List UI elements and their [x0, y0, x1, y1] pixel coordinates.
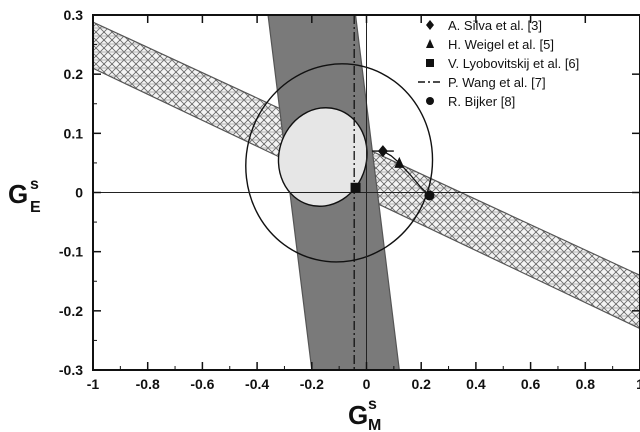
- legend-item: P. Wang et al. [7]: [418, 75, 546, 90]
- points-layer: [350, 145, 435, 201]
- data-point-square: [350, 182, 361, 193]
- y-tick-label: 0.3: [64, 7, 84, 23]
- x-axis-title: G s M: [348, 396, 381, 432]
- legend-label: A. Silva et al. [3]: [448, 18, 542, 33]
- x-tick-label: -1: [87, 376, 100, 392]
- svg-text:G: G: [8, 179, 28, 209]
- zero-lines: [93, 15, 640, 370]
- x-tick-label: 0.4: [466, 376, 486, 392]
- x-axis-title-sub: M: [368, 417, 381, 432]
- outer-ellipse: [245, 63, 434, 263]
- legend-item: A. Silva et al. [3]: [426, 18, 542, 33]
- y-tick-label: 0: [75, 185, 83, 201]
- legend-marker-diamond: [426, 20, 434, 30]
- legend-marker-triangle: [426, 39, 434, 48]
- y-tick-label: -0.3: [59, 362, 83, 378]
- legend-label: V. Lyobovitskij et al. [6]: [448, 56, 579, 71]
- x-tick-label: 0: [363, 376, 371, 392]
- x-axis-title-main: G: [348, 400, 368, 430]
- x-tick-label: -0.2: [300, 376, 324, 392]
- x-tick-label: 0.6: [521, 376, 541, 392]
- legend-label: R. Bijker [8]: [448, 94, 515, 109]
- y-axis-title: G s E: [8, 176, 41, 216]
- legend-item: H. Weigel et al. [5]: [426, 37, 554, 52]
- data-point-circle: [424, 190, 435, 201]
- data-point-diamond: [377, 145, 388, 158]
- legend-marker-square: [426, 59, 434, 67]
- legend-item: V. Lyobovitskij et al. [6]: [426, 56, 579, 71]
- legend: A. Silva et al. [3] H. Weigel et al. [5] V…: [418, 18, 579, 109]
- legend-marker-circle: [426, 97, 434, 105]
- x-tick-label: 1: [636, 376, 640, 392]
- x-axis-title-sup: s: [368, 396, 377, 413]
- y-tick-label: 0.2: [64, 66, 84, 82]
- y-tick-label: 0.1: [64, 125, 84, 141]
- y-axis-title-main: G: [8, 179, 28, 209]
- x-ticks: -1 -0.8 -0.6 -0.4 -0.2 0 0.2 0.4 0.6 0.8 1: [87, 15, 640, 392]
- y-tick-label: -0.1: [59, 244, 83, 260]
- x-tick-label: -0.6: [190, 376, 214, 392]
- x-tick-label: 0.2: [411, 376, 431, 392]
- legend-item: R. Bijker [8]: [426, 94, 515, 109]
- y-tick-label: -0.2: [59, 303, 83, 319]
- x-tick-label: -0.4: [245, 376, 269, 392]
- ellipse-layer: [245, 63, 434, 263]
- y-ticks: 0.3 0.2 0.1 0 -0.1 -0.2 -0.3: [59, 7, 640, 378]
- y-axis-title-sup: s: [30, 176, 39, 193]
- legend-label: H. Weigel et al. [5]: [448, 37, 554, 52]
- legend-label: P. Wang et al. [7]: [448, 75, 546, 90]
- data-point-triangle: [394, 156, 405, 168]
- x-tick-label: -0.8: [136, 376, 160, 392]
- x-tick-label: 0.8: [576, 376, 596, 392]
- silva-curve: [382, 150, 430, 196]
- y-axis-title-sub: E: [30, 199, 41, 216]
- inner-ellipse: [277, 107, 368, 207]
